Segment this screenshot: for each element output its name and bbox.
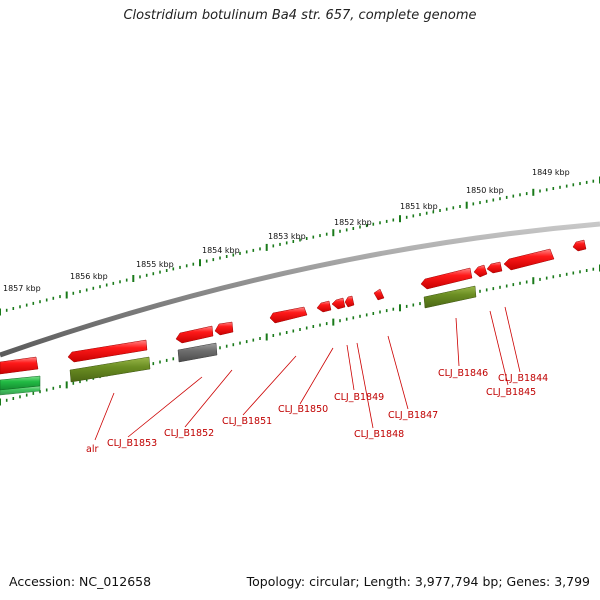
gene-block-gray[interactable] [177, 342, 218, 363]
scale-label-1852: 1852 kbp [334, 218, 372, 227]
inner-scale-ticks [0, 264, 600, 406]
gene-arrow[interactable] [486, 261, 503, 274]
gene-features [0, 239, 587, 375]
scale-label-1853: 1853 kbp [268, 232, 306, 241]
gene-label-clj-b1845[interactable]: CLJ_B1845 [486, 387, 536, 398]
scale-label-1854: 1854 kbp [202, 246, 240, 255]
accession-text: Accession: NC_012658 [9, 574, 152, 589]
scale-label-1855: 1855 kbp [136, 260, 174, 269]
gene-arrow[interactable] [67, 339, 148, 363]
scale-label-1857: 1857 kbp [3, 284, 41, 293]
gene-arrow[interactable] [473, 264, 488, 278]
genome-backbone [0, 221, 600, 358]
gene-label-clj-b1853[interactable]: CLJ_B1853 [107, 438, 157, 449]
gene-block-green[interactable] [0, 385, 41, 396]
genome-summary-text: Topology: circular; Length: 3,977,794 bp… [246, 574, 590, 589]
scale-label-1856: 1856 kbp [70, 272, 108, 281]
gene-label-clj-b1849[interactable]: CLJ_B1849 [334, 392, 384, 403]
gene-arrow[interactable] [316, 300, 332, 313]
gene-label-alr[interactable]: alr [86, 444, 98, 455]
gene-arrow[interactable] [420, 267, 473, 290]
gene-arrow[interactable] [269, 306, 308, 324]
gene-labels: alr CLJ_B1853 CLJ_B1852 CLJ_B1851 CLJ_B1… [86, 368, 548, 455]
scale-label-1851: 1851 kbp [400, 202, 438, 211]
gene-label-clj-b1848[interactable]: CLJ_B1848 [354, 429, 404, 440]
scale-label-1849: 1849 kbp [532, 168, 570, 177]
map-title: Clostridium botulinum Ba4 str. 657, comp… [123, 8, 477, 23]
gene-label-clj-b1852[interactable]: CLJ_B1852 [164, 428, 214, 439]
gene-arrow[interactable] [572, 239, 587, 252]
gene-block-olive[interactable] [423, 285, 477, 309]
label-leader-lines [94, 306, 521, 441]
gene-label-clj-b1847[interactable]: CLJ_B1847 [388, 410, 438, 421]
gene-arrow[interactable] [344, 295, 355, 308]
lower-strand-features [0, 285, 477, 396]
gene-label-clj-b1851[interactable]: CLJ_B1851 [222, 416, 272, 427]
gene-block-olive[interactable] [69, 356, 151, 383]
gene-arrow[interactable] [175, 325, 214, 344]
outer-scale-ticks [0, 176, 600, 316]
gene-arrow[interactable] [0, 356, 39, 375]
gene-label-clj-b1846[interactable]: CLJ_B1846 [438, 368, 488, 379]
gene-label-clj-b1850[interactable]: CLJ_B1850 [278, 404, 328, 415]
gene-arrow[interactable] [331, 297, 346, 310]
gene-arrow[interactable] [214, 321, 234, 336]
scale-label-1850: 1850 kbp [466, 186, 504, 195]
gene-label-clj-b1844[interactable]: CLJ_B1844 [498, 373, 548, 384]
gene-arrow[interactable] [373, 288, 385, 301]
gene-arrow[interactable] [503, 248, 555, 271]
